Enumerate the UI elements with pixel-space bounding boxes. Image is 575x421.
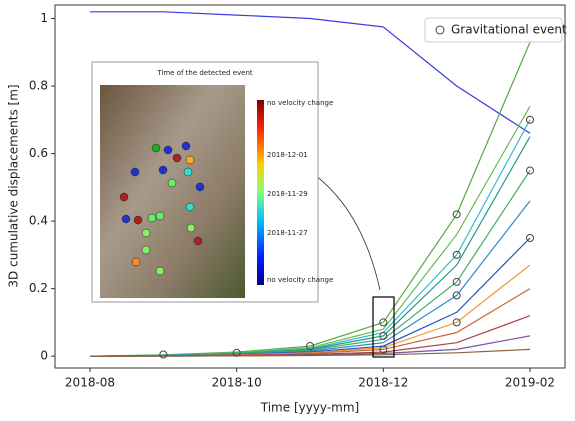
event-marker xyxy=(232,348,241,357)
event-marker xyxy=(452,277,461,286)
x-tick-label: 2018-10 xyxy=(212,376,262,390)
event-marker xyxy=(306,342,314,351)
event-marker xyxy=(452,250,461,259)
x-tick-label: 2018-12 xyxy=(358,376,408,390)
legend-label: Gravitational event xyxy=(451,23,567,37)
y-tick-label: 0.8 xyxy=(29,79,48,93)
inset-title: Time of the detected event xyxy=(156,69,253,77)
y-tick-label: 0.6 xyxy=(29,146,48,160)
photo-dots xyxy=(119,141,205,276)
y-tick-label: 1 xyxy=(40,11,48,25)
plot-frame xyxy=(54,4,566,369)
x-tick-label: 2019-02 xyxy=(505,376,555,390)
y-tick-label: 0.4 xyxy=(29,214,48,228)
colorbar-label: no velocity change xyxy=(267,276,333,284)
inset: Time of the detected event no velocity c… xyxy=(91,61,333,303)
colorbar-label: 2018-11-29 xyxy=(267,190,308,198)
colorbar-label: 2018-12-01 xyxy=(267,151,308,159)
y-tick-label: 0 xyxy=(40,349,48,363)
highlight-box xyxy=(372,296,395,358)
event-marker xyxy=(452,318,461,327)
x-tick-label: 2018-08 xyxy=(65,376,115,390)
event-marker xyxy=(526,115,534,124)
x-axis-label: Time [yyyy-mm] xyxy=(260,401,359,415)
event-marker xyxy=(452,210,461,219)
colorbar xyxy=(257,100,264,285)
series-line xyxy=(90,348,531,357)
colorbar-label: no velocity change xyxy=(267,99,333,107)
event-marker xyxy=(379,345,388,354)
y-axis-label: 3D cumulative displacements [m] xyxy=(7,84,21,287)
event-marker xyxy=(452,291,461,300)
colorbar-label: 2018-11-27 xyxy=(267,229,308,237)
y-tick-label: 0.2 xyxy=(29,281,48,295)
legend-marker xyxy=(435,25,445,35)
event-marker xyxy=(379,331,388,340)
legend-frame xyxy=(424,17,563,43)
inset-photo xyxy=(100,85,245,298)
legend: Gravitational event xyxy=(424,17,567,43)
event-marker xyxy=(379,318,388,327)
event-marker xyxy=(159,350,168,359)
event-marker xyxy=(526,233,534,242)
event-marker xyxy=(526,166,534,175)
series-line xyxy=(90,11,531,134)
